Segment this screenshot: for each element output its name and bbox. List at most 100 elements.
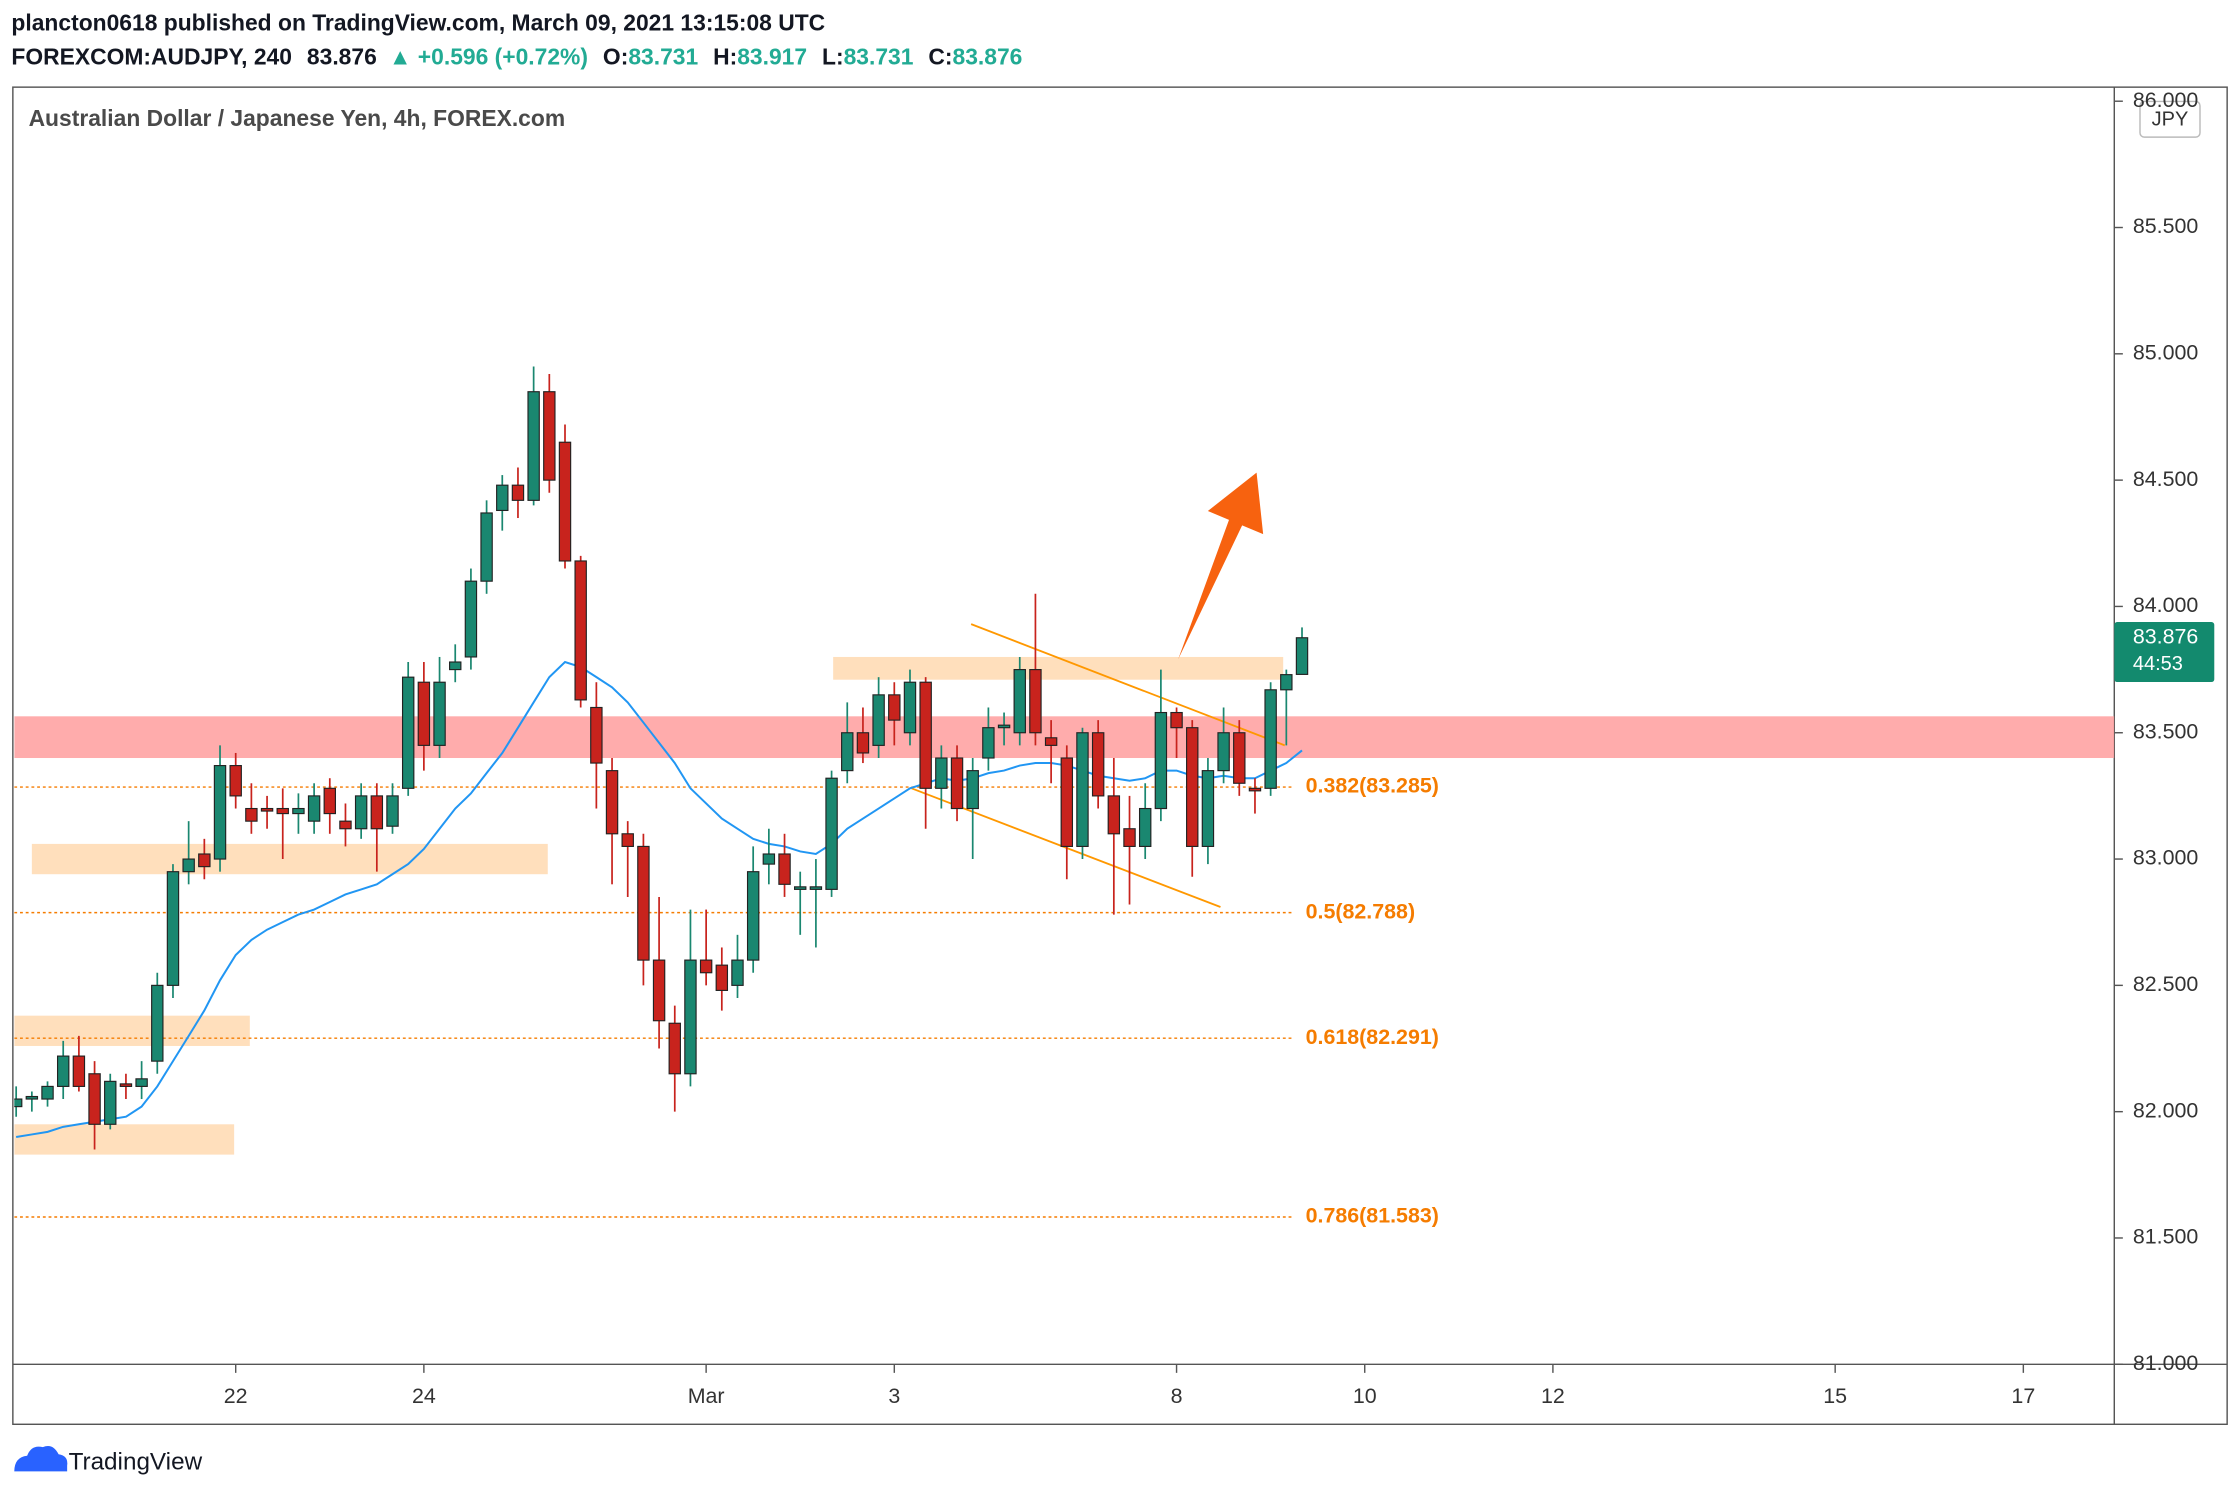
y-tick-label: 81.500 — [2133, 1225, 2199, 1249]
candle-body — [762, 853, 776, 865]
l-label: L: — [822, 44, 844, 70]
candle-body — [825, 777, 838, 890]
frame — [12, 86, 2228, 1426]
candle-body — [496, 484, 509, 512]
candle-body — [386, 795, 399, 827]
candle-body — [652, 959, 666, 1022]
currency: JPY — [2152, 108, 2189, 130]
candle-body — [433, 681, 446, 746]
candle-body — [449, 661, 462, 671]
x-tick-label: 22 — [224, 1384, 248, 1408]
candle-body — [935, 757, 948, 789]
zone — [14, 716, 2115, 759]
symbol-line: FOREXCOM:AUDJPY, 240 83.876 ▲ +0.596 (+0… — [11, 44, 1022, 70]
candle-body — [1264, 689, 1277, 789]
publisher: plancton0618 published on TradingView.co… — [11, 9, 825, 35]
candle-body — [888, 694, 901, 721]
price-tag-countdown: 44:53 — [2133, 653, 2183, 675]
candle-body — [668, 1022, 681, 1075]
x-tick-label: 8 — [1171, 1384, 1183, 1408]
fib-label: 0.786(81.583) — [1306, 1204, 1439, 1228]
fib-label: 0.382(83.285) — [1306, 774, 1439, 798]
zone — [14, 1015, 250, 1046]
candle-body — [966, 770, 979, 810]
x-tick-label: 3 — [888, 1384, 900, 1408]
candle-body — [213, 765, 227, 860]
candle-body — [323, 787, 337, 815]
candle-body — [464, 580, 478, 658]
candle-body — [1060, 757, 1074, 847]
candle-body — [856, 732, 870, 754]
y-tick-label: 83.000 — [2133, 846, 2199, 870]
candle-body — [1076, 732, 1089, 847]
c-label: C: — [928, 44, 952, 70]
y-tick-label: 81.000 — [2133, 1351, 2199, 1375]
candle-body — [637, 845, 650, 961]
candle-body — [370, 795, 384, 830]
candle-body — [119, 1083, 133, 1087]
candle-body — [88, 1073, 101, 1125]
arrow — [1178, 472, 1264, 660]
candle-body — [1217, 732, 1230, 772]
candle-body — [731, 959, 744, 986]
candle-body — [25, 1095, 39, 1100]
candle-body — [590, 706, 603, 764]
candle-body — [1029, 669, 1042, 734]
candle-body — [997, 724, 1011, 729]
candle-body — [1044, 737, 1058, 746]
candle-body — [605, 770, 619, 835]
candle-body — [276, 807, 289, 815]
candle-body — [511, 484, 525, 501]
candle-body — [198, 853, 211, 868]
candle-body — [1280, 674, 1293, 691]
candle-body — [950, 757, 964, 810]
plot-area — [14, 366, 2115, 1218]
candle-body — [339, 820, 352, 830]
candle-body — [1233, 732, 1246, 784]
candle-body — [715, 964, 729, 991]
y-tick-label: 82.000 — [2133, 1098, 2199, 1122]
candle-body — [841, 732, 854, 772]
candle-body — [1123, 828, 1136, 847]
x-tick-label: 10 — [1353, 1384, 1377, 1408]
o-label: O: — [603, 44, 628, 70]
candle-body — [166, 871, 180, 986]
candle-body — [72, 1055, 86, 1087]
price-tag-value: 83.876 — [2133, 624, 2198, 648]
candle-body — [794, 886, 807, 890]
candle-body — [260, 807, 274, 812]
candle-body — [1107, 795, 1121, 835]
candle-body — [292, 807, 305, 815]
y-tick-label: 86.000 — [2133, 88, 2199, 112]
candle-body — [621, 833, 634, 847]
candle-body — [1295, 637, 1309, 675]
price-tag — [2114, 622, 2215, 683]
logo-text: TradingView — [69, 1448, 203, 1475]
candle-body — [684, 959, 697, 1075]
candle-body — [104, 1080, 117, 1125]
fib-label: 0.5(82.788) — [1306, 899, 1416, 923]
candle-body — [1248, 787, 1262, 792]
zone — [31, 843, 548, 875]
candle-body — [354, 795, 368, 830]
candle-body — [417, 681, 431, 746]
candle-body — [1154, 711, 1168, 810]
y-tick-label: 82.500 — [2133, 972, 2199, 996]
candle-body — [746, 871, 760, 961]
o-value: 83.731 — [628, 44, 698, 70]
candle-body — [480, 512, 493, 582]
c-value: 83.876 — [953, 44, 1023, 70]
fib-label: 0.618(82.291) — [1306, 1025, 1439, 1049]
candle-body — [1138, 807, 1152, 847]
candle-body — [245, 807, 258, 822]
candle-body — [574, 560, 587, 701]
y-tick-label: 84.000 — [2133, 593, 2199, 617]
change: ▲ +0.596 (+0.72%) — [389, 44, 588, 70]
y-tick-label: 83.500 — [2133, 719, 2199, 743]
zone — [14, 1124, 235, 1155]
y-tick-label: 85.000 — [2133, 340, 2199, 364]
candle-body — [558, 441, 572, 562]
trendline — [970, 623, 1286, 747]
x-tick-label: 17 — [2011, 1384, 2035, 1408]
